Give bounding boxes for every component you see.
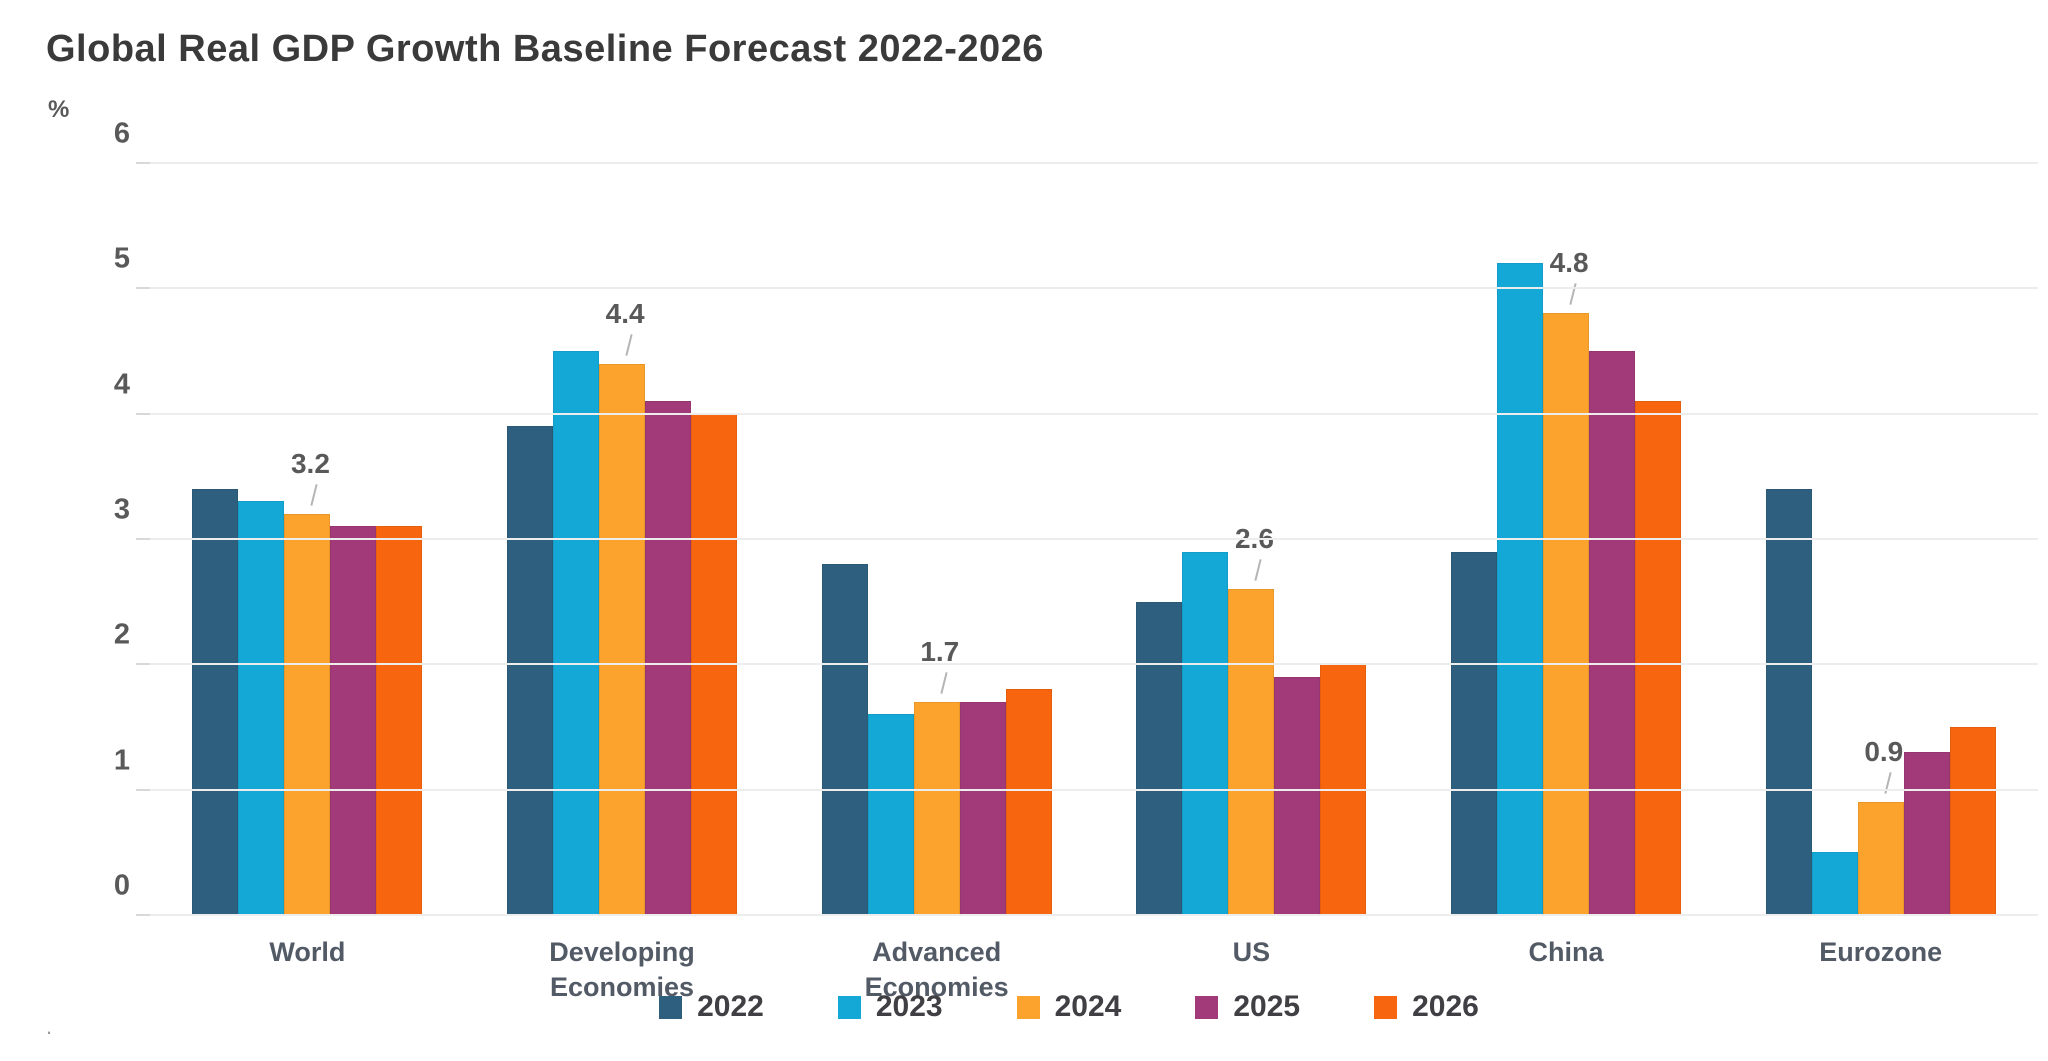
bar-developing-economies-2024 (599, 363, 645, 915)
data-label-leader-eurozone (1884, 772, 1892, 795)
legend-item-2024: 2024 (1016, 990, 1122, 1023)
y-tick-mark-1 (136, 788, 150, 791)
legend-label-2026: 2026 (1412, 990, 1479, 1023)
data-label-leader-world (310, 484, 318, 506)
legend-swatch-2024 (1016, 995, 1040, 1019)
y-tick-mark-3 (136, 538, 150, 540)
bar-china-2025 (1589, 351, 1636, 915)
y-tick-label-3: 3 (113, 493, 130, 526)
legend-item-2025: 2025 (1195, 992, 1300, 1022)
bar-world-2026 (376, 526, 423, 915)
x-label-eurozone: Eurozone (1723, 935, 2038, 1005)
bar-china-2026 (1635, 401, 1682, 915)
y-tick-label-2: 2 (113, 618, 130, 651)
bar-us-2025 (1274, 676, 1321, 915)
x-label-text-advanced-economies: Advanced Economies (864, 937, 1009, 1003)
bar-china-2023 (1497, 263, 1544, 915)
y-tick-label-5: 5 (113, 242, 130, 275)
x-label-advanced-economies: Advanced Economies (779, 935, 1094, 1005)
legend-item-2026: 2026 (1374, 992, 1479, 1022)
x-label-world: World (150, 935, 465, 1005)
bar-china-2024 (1543, 313, 1590, 915)
y-tick-label-6: 6 (113, 117, 130, 150)
bar-developing-economies-2023 (553, 351, 599, 915)
bar-eurozone-2024 (1857, 802, 1904, 915)
bar-china-2022 (1451, 551, 1498, 915)
legend-label-2023: 2023 (875, 990, 943, 1023)
bar-eurozone-2023 (1811, 852, 1858, 915)
legend-swatch-2022 (659, 995, 683, 1019)
gridline-6 (150, 162, 2038, 164)
bar-eurozone-2025 (1903, 752, 1950, 915)
chart-title: Global Real GDP Growth Baseline Forecast… (46, 28, 1044, 70)
legend-swatch-2026 (1374, 995, 1398, 1019)
plot-area: 3.2 4.4 1.7 2.6 4.8 0.9 World Developing Econo… (114, 119, 2038, 1002)
x-label-text-eurozone: Eurozone (1819, 937, 1943, 967)
y-tick-mark-5 (136, 287, 150, 290)
bar-eurozone-2022 (1765, 488, 1812, 915)
bar-group-china: 4.8 (1409, 163, 1724, 915)
bar-advanced-economies-2024 (913, 701, 960, 915)
y-axis-unit-label: % (48, 96, 70, 123)
bar-world-2024 (284, 513, 331, 915)
x-label-text-us: US (1232, 937, 1271, 967)
bar-advanced-economies-2025 (959, 701, 1006, 915)
x-axis-labels: World Developing Economies Advanced Econom… (150, 935, 2038, 1005)
legend-label-2025: 2025 (1233, 990, 1301, 1023)
legend-label-2024: 2024 (1054, 990, 1122, 1023)
bar-group-advanced-economies: 1.7 (779, 163, 1094, 915)
data-label-developing-economies-2024: 4.4 (605, 297, 645, 329)
gridline-1 (150, 788, 2038, 791)
y-tick-label-0: 0 (113, 869, 130, 902)
legend-label-2022: 2022 (697, 990, 764, 1023)
bar-world-2023 (238, 501, 285, 915)
bar-us-2024 (1228, 589, 1275, 915)
bar-group-developing-economies: 4.4 (465, 163, 780, 915)
stray-mark: . (46, 1014, 53, 1039)
data-label-leader-developing-economies (625, 333, 633, 356)
data-label-eurozone-2024: 0.9 (1864, 736, 1904, 768)
x-label-us: US (1094, 935, 1409, 1005)
x-label-china: China (1409, 935, 1724, 1005)
legend-item-2022: 2022 (659, 992, 764, 1022)
bar-advanced-economies-2022 (821, 564, 868, 915)
bar-world-2022 (192, 488, 239, 915)
y-tick-label-1: 1 (113, 744, 130, 777)
x-label-text-world: World (269, 937, 346, 967)
y-tick-mark-4 (136, 412, 150, 415)
gridline-2 (150, 663, 2038, 666)
bar-developing-economies-2022 (507, 426, 553, 915)
gridline-0 (150, 914, 2038, 916)
legend: 2022 2023 2024 2025 2026 (45, 992, 2048, 1022)
data-label-china-2024: 4.8 (1549, 247, 1589, 279)
data-label-leader-advanced-economies (940, 672, 948, 694)
y-tick-label-4: 4 (113, 368, 130, 401)
x-label-text-china: China (1528, 937, 1604, 967)
legend-item-2023: 2023 (837, 990, 943, 1023)
bar-eurozone-2026 (1949, 727, 1996, 915)
bar-group-eurozone: 0.9 (1723, 163, 2038, 915)
bar-developing-economies-2025 (645, 401, 691, 915)
legend-swatch-2025 (1195, 995, 1219, 1019)
y-tick-mark-6 (136, 162, 150, 164)
bar-us-2022 (1136, 601, 1183, 915)
bar-groups: 3.2 4.4 1.7 2.6 4.8 0.9 (150, 163, 2038, 915)
bar-us-2023 (1182, 551, 1229, 915)
gridline-5 (150, 287, 2038, 290)
data-label-leader-us (1254, 559, 1262, 582)
bar-advanced-economies-2026 (1005, 689, 1052, 915)
bar-group-world: 3.2 (150, 163, 465, 915)
gridline-3 (150, 538, 2038, 540)
y-tick-mark-0 (136, 914, 150, 916)
gridline-4 (150, 412, 2038, 415)
bar-world-2025 (330, 526, 377, 915)
legend-swatch-2023 (837, 995, 861, 1019)
data-label-world-2024: 3.2 (290, 447, 330, 479)
bar-advanced-economies-2023 (867, 714, 914, 915)
data-label-advanced-economies-2024: 1.7 (920, 635, 960, 667)
y-tick-mark-2 (136, 663, 150, 666)
